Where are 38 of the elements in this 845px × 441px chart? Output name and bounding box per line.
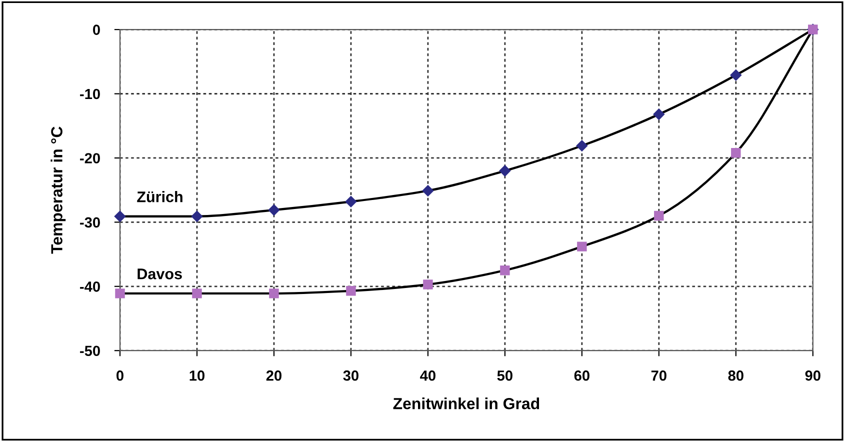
point bbox=[423, 280, 433, 290]
x-tick-label: 50 bbox=[497, 370, 512, 381]
point bbox=[653, 108, 665, 120]
point bbox=[731, 148, 741, 158]
x-tick-label: 10 bbox=[190, 370, 204, 381]
point bbox=[346, 286, 356, 296]
y-tick-label: -10 bbox=[80, 88, 100, 100]
point bbox=[730, 70, 742, 81]
x-tick-label: 90 bbox=[805, 370, 820, 381]
x-tick-label: 40 bbox=[420, 370, 436, 381]
point bbox=[654, 210, 664, 221]
point bbox=[268, 204, 280, 216]
y-tick-label: -40 bbox=[80, 281, 100, 292]
point bbox=[269, 288, 279, 298]
y-tick-label: -50 bbox=[80, 346, 100, 356]
x-axis-title: Zenitwinkel in Grad bbox=[393, 398, 540, 410]
point bbox=[499, 165, 511, 176]
point bbox=[191, 210, 203, 222]
x-tick-label: 20 bbox=[266, 370, 282, 381]
point bbox=[192, 288, 202, 298]
point bbox=[577, 242, 587, 252]
x-tick-label: 0 bbox=[116, 370, 124, 381]
point bbox=[345, 196, 357, 208]
x-tick-label: 30 bbox=[343, 370, 358, 381]
x-tick-label: 70 bbox=[651, 370, 666, 381]
y-tick-label: -20 bbox=[80, 153, 100, 164]
x-tick-label: 60 bbox=[574, 370, 590, 381]
point bbox=[500, 265, 510, 276]
point bbox=[114, 210, 126, 222]
y-tick-label: -30 bbox=[80, 217, 100, 228]
point bbox=[422, 185, 434, 196]
x-tick-label: 80 bbox=[728, 370, 744, 381]
point bbox=[115, 288, 125, 298]
point bbox=[576, 140, 588, 152]
y-tick-label: 0 bbox=[93, 24, 100, 35]
y-axis-title: Temperatur in °C bbox=[50, 126, 66, 254]
series-label: Zürich bbox=[137, 191, 182, 202]
series-label: Davos bbox=[138, 268, 182, 280]
